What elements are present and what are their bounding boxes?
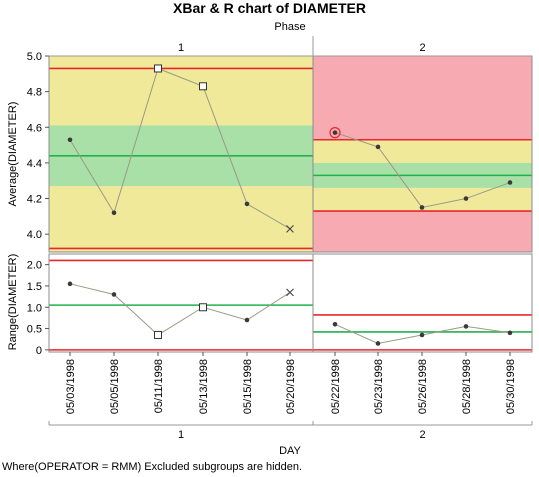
range-point-05-26-1998 — [419, 332, 425, 338]
chart-title: XBar & R chart of DIAMETER — [173, 0, 366, 16]
range-point-05-11-1998 — [154, 330, 162, 339]
phase-header-label-2: 2 — [419, 42, 425, 54]
xtick-label-05-03-1998: 05/03/1998 — [65, 359, 77, 414]
xtick-label-05-11-1998: 05/11/1998 — [153, 359, 165, 413]
xbar-point-05-13-1998 — [199, 82, 207, 91]
xtick-label-05-26-1998: 05/26/1998 — [417, 359, 429, 414]
xbar-point-05-23-1998 — [375, 144, 381, 150]
range-point-05-13-1998 — [199, 303, 207, 312]
range-plot-frame — [48, 253, 533, 353]
range-ytick-label-4: 2.0 — [27, 260, 42, 272]
xbar-point-05-05-1998 — [111, 210, 117, 216]
xbar-ytick-label-0: 4.0 — [27, 229, 42, 241]
range-point-05-03-1998 — [67, 281, 73, 287]
xbar-point-05-22-1998 — [329, 127, 341, 139]
xbar-ytick-label-5: 5.0 — [27, 51, 42, 63]
zone-backgrounds — [49, 56, 532, 252]
xbar-point-05-22-1998-ring — [329, 127, 341, 139]
phase-bracket-label-2: 2 — [419, 429, 425, 441]
xbar-point-05-20-1998-b — [286, 224, 294, 233]
xbar-point-05-30-1998 — [507, 180, 513, 185]
range-ytick-label-0: 0 — [36, 345, 42, 357]
axes: 1 2 4.0 4.2 4.4 4.6 4.8 5.0 0 0.5 1.0 1.5 2.0 05/03/1… — [27, 36, 533, 441]
xbar-point-05-11-1998 — [154, 64, 162, 73]
xbar-ytick-label-3: 4.6 — [27, 122, 42, 134]
range-point-05-22-1998 — [332, 322, 338, 327]
xtick-label-05-23-1998: 05/23/1998 — [373, 359, 385, 414]
xbar-point-05-03-1998 — [67, 137, 73, 143]
xtick-label-05-20-1998: 05/20/1998 — [285, 359, 297, 414]
range-ytick-label-3: 1.5 — [27, 281, 42, 293]
range-point-05-28-1998 — [463, 324, 469, 329]
phase-header-label-1: 1 — [178, 42, 184, 54]
range-point-05-20-1998 — [286, 288, 294, 297]
range-point-05-15-1998 — [244, 317, 250, 323]
xbar-point-05-15-1998 — [244, 201, 250, 207]
xtick-label-05-05-1998: 05/05/1998 — [109, 359, 121, 414]
xbar-ytick-label-1: 4.2 — [27, 194, 42, 206]
xbar-phase1-connector — [69, 67, 291, 230]
data-series — [67, 64, 513, 346]
xtick-label-05-13-1998: 05/13/1998 — [198, 359, 210, 414]
x-axis-label: DAY — [279, 445, 301, 457]
phase-axis-label: Phase — [274, 21, 306, 33]
range-point-05-05-1998 — [111, 292, 117, 297]
phase-bracket-label-1: 1 — [178, 429, 184, 441]
xtick-label-05-15-1998: 05/15/1998 — [242, 359, 254, 414]
range-ytick-label-1: 0.5 — [27, 324, 42, 336]
range-ytick-label-2: 1.0 — [27, 302, 42, 314]
range-point-05-20-1998-b — [286, 288, 294, 297]
control-limit-lines — [49, 67, 532, 351]
xtick-label-05-28-1998: 05/28/1998 — [461, 359, 473, 414]
xbar-point-05-20-1998 — [286, 224, 294, 233]
xbar-point-05-26-1998 — [419, 205, 425, 210]
footer-note: Where(OPERATOR = RMM) Excluded subgroups… — [2, 461, 303, 473]
xbar-ytick-label-4: 4.8 — [27, 87, 42, 99]
range-point-05-23-1998 — [375, 341, 381, 346]
xbar-ytick-label-2: 4.4 — [27, 158, 42, 170]
xbar-point-05-22-1998-dot — [332, 130, 338, 135]
range-point-05-30-1998 — [507, 330, 513, 336]
xtick-label-05-30-1998: 05/30/1998 — [505, 359, 517, 414]
xtick-label-05-22-1998: 05/22/1998 — [330, 359, 342, 414]
range-phase1-connector — [69, 283, 291, 336]
xbar-point-05-28-1998 — [463, 196, 469, 201]
